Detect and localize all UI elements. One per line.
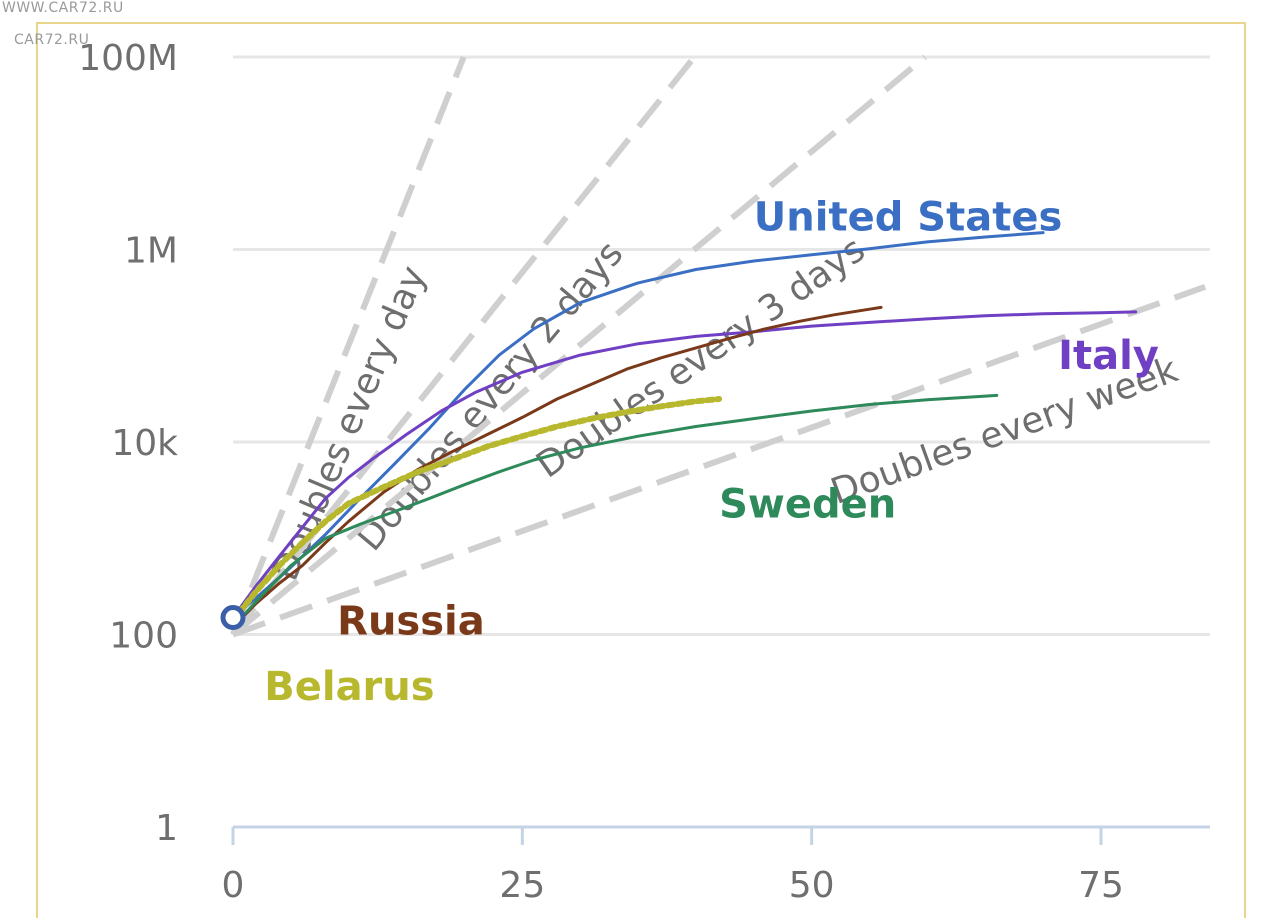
series-line: [230, 396, 723, 624]
reference-line: [230, 55, 467, 636]
series-label: United States: [754, 195, 1062, 241]
series-label: Sweden: [719, 481, 896, 527]
series-line: [231, 310, 1138, 620]
series-line: [231, 305, 883, 629]
reference-line: [231, 283, 1207, 638]
x-tick-label: 25: [499, 865, 545, 906]
y-tick-label: 1: [155, 808, 178, 849]
reference-line: [231, 54, 927, 637]
x-tick-label: 50: [789, 865, 835, 906]
y-tick-label: 10k: [111, 423, 178, 464]
origin-marker: [220, 605, 246, 631]
series-line: [231, 393, 999, 629]
series-line: [231, 231, 1045, 620]
y-tick-label: 100: [109, 616, 178, 657]
series-label: Italy: [1058, 333, 1159, 379]
y-tick-label: 1M: [124, 231, 178, 272]
x-tick-label: 75: [1078, 865, 1124, 906]
series-label: Russia: [337, 598, 485, 644]
chart-frame: [36, 22, 1246, 918]
watermark-line2: CAR72.RU: [14, 32, 90, 48]
watermark: WWW.CAR72.RU CAR72.RU: [2, 0, 124, 48]
x-tick-label: 0: [222, 865, 245, 906]
watermark-line1: WWW.CAR72.RU: [2, 0, 124, 16]
series-label: Belarus: [264, 664, 434, 710]
y-tick-label: 100M: [78, 38, 178, 79]
